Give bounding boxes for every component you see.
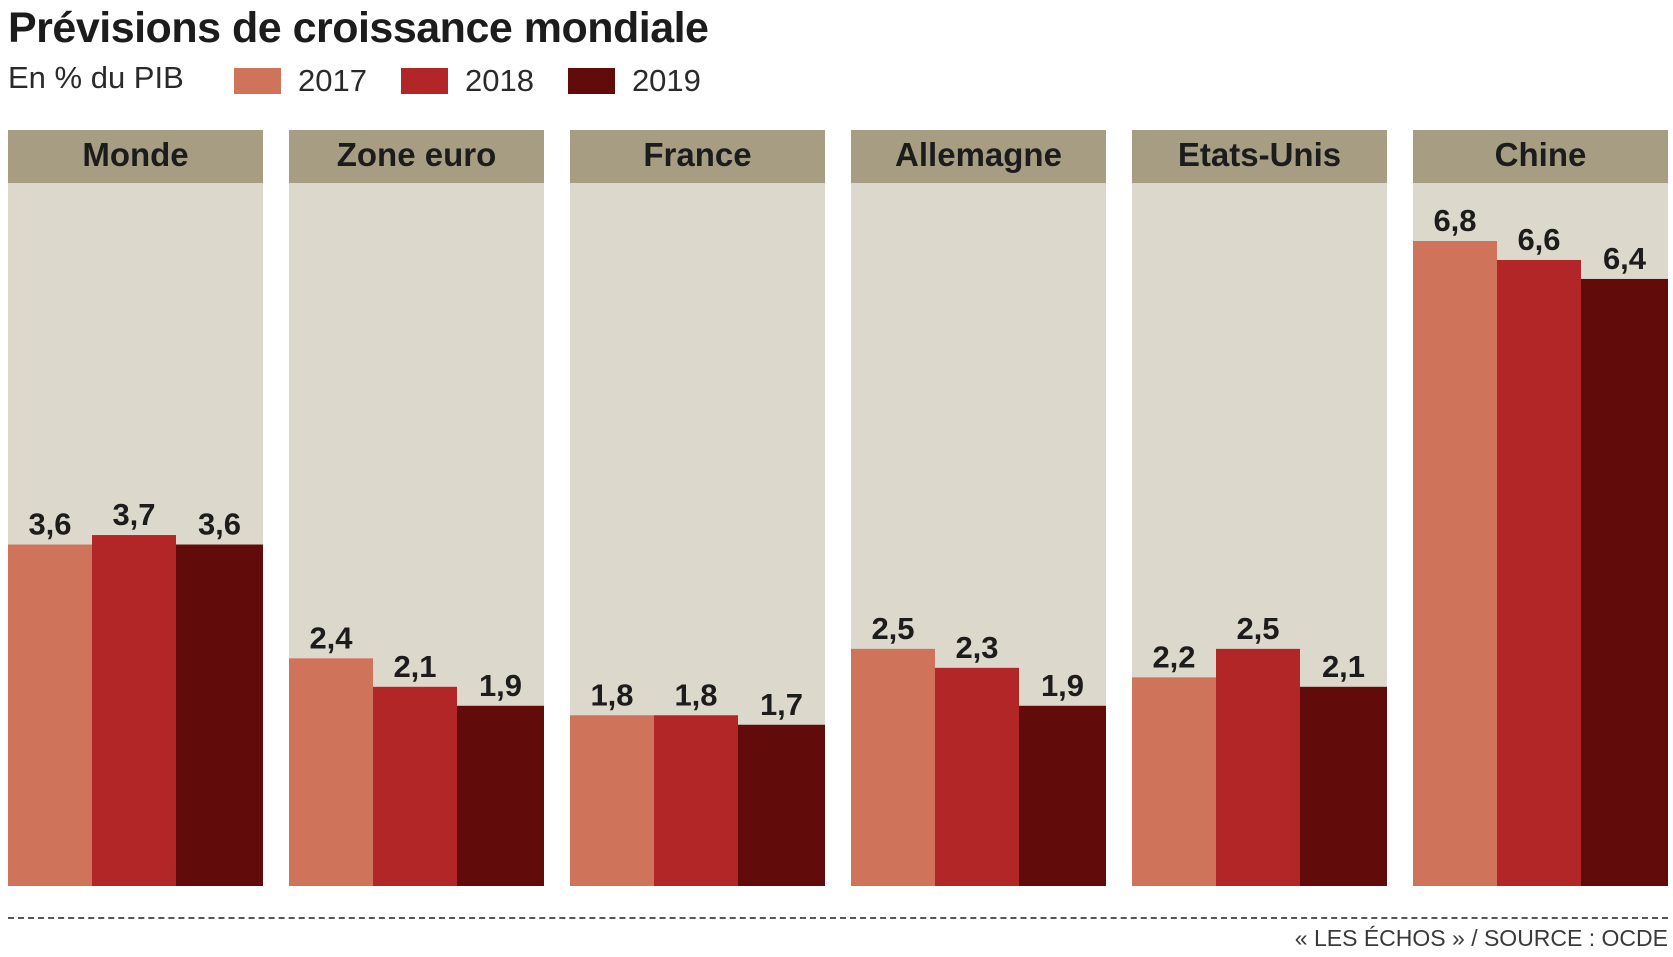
bar-allemagne-2019 [1019,705,1106,886]
bar-etats-unis-2017 [1132,677,1216,886]
panel-title-monde: Monde [82,136,188,173]
bar-chine-2017 [1413,241,1497,886]
data-label-chine-2017: 6,8 [1433,203,1476,238]
data-label-allemagne-2018: 2,3 [955,630,998,665]
panel-header-monde [8,130,263,183]
chart-subtitle: En % du PIB [8,60,184,95]
panel-title-france: France [643,136,751,173]
data-label-chine-2018: 6,6 [1517,222,1560,257]
data-label-allemagne-2017: 2,5 [871,611,914,646]
bar-allemagne-2017 [851,648,935,886]
legend-label-2017: 2017 [298,63,367,98]
bar-zone-euro-2018 [373,686,457,886]
bar-monde-2018 [92,535,176,886]
legend-label-2019: 2019 [631,63,701,98]
panel-header-chine [1413,130,1668,183]
panel-header-zone-euro [289,130,544,183]
bar-allemagne-2018 [935,667,1019,886]
data-label-allemagne-2019: 1,9 [1041,668,1084,703]
bar-zone-euro-2017 [289,658,373,886]
legend-swatch-2019 [567,68,615,94]
data-label-monde-2017: 3,6 [28,507,71,542]
bar-etats-unis-2019 [1300,686,1387,886]
source-credit: « LES ÉCHOS » / SOURCE : OCDE [1294,925,1668,951]
data-label-monde-2019: 3,6 [198,507,241,542]
bar-etats-unis-2018 [1216,648,1300,886]
bar-chine-2019 [1581,278,1668,886]
panel-title-etats-unis: Etats-Unis [1178,136,1341,173]
bar-monde-2017 [8,544,92,886]
data-label-france-2019: 1,7 [760,687,803,722]
panel-header-allemagne [851,130,1106,183]
data-label-etats-unis-2019: 2,1 [1322,649,1365,684]
bar-france-2017 [570,715,654,886]
data-label-zone-euro-2018: 2,1 [393,649,436,684]
data-label-monde-2018: 3,7 [112,497,155,532]
bar-chart: Monde 3,6 3,7 3,6 Zone euro 2,4 2,1 1,9 France 1,… [8,130,1668,886]
bar-france-2018 [654,715,738,886]
data-label-etats-unis-2018: 2,5 [1236,611,1279,646]
panel-header-france [570,130,825,183]
bar-france-2019 [738,724,825,886]
data-label-france-2017: 1,8 [590,677,633,712]
legend-swatch-2017 [234,68,281,94]
legend-item-2017: 2017 [234,64,367,98]
data-label-france-2018: 1,8 [674,677,717,712]
panel-title-zone-euro: Zone euro [337,136,497,173]
legend-item-2018: 2018 [400,63,534,98]
data-label-etats-unis-2017: 2,2 [1152,639,1195,674]
data-label-chine-2019: 6,4 [1603,241,1647,276]
chart-title: Prévisions de croissance mondiale [8,4,709,52]
data-label-zone-euro-2017: 2,4 [309,620,353,655]
legend-label-2018: 2018 [464,63,534,98]
panel-header-etats-unis [1132,130,1387,183]
legend-item-2019: 2019 [567,63,701,98]
panel-title-allemagne: Allemagne [895,136,1062,173]
bar-monde-2019 [176,544,263,886]
data-label-zone-euro-2019: 1,9 [479,668,522,703]
footer-divider [8,917,1668,919]
bar-chine-2018 [1497,259,1581,886]
panel-title-chine: Chine [1495,136,1587,173]
legend: 2017 2018 2019 [234,64,735,98]
legend-swatch-2018 [400,68,448,94]
bar-zone-euro-2019 [457,705,544,886]
